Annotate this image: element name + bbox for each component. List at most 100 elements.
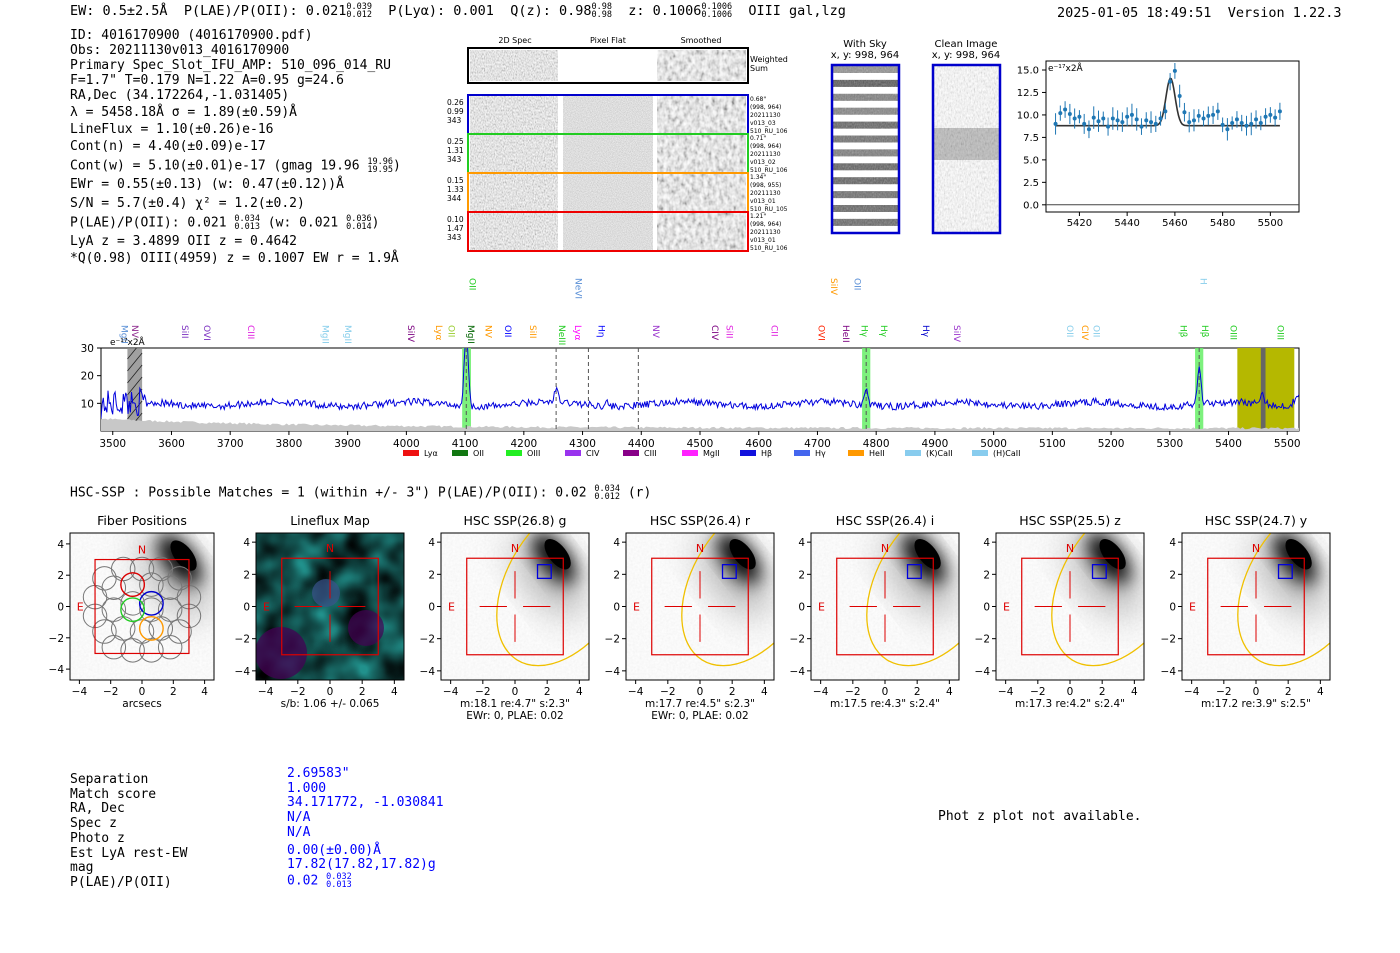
- clean-image-frame: [931, 63, 1002, 235]
- fiber-circle: [101, 575, 127, 600]
- galaxy-nucleus: [170, 540, 197, 571]
- spectrum-line-label: Hγ: [859, 325, 869, 338]
- match-label: RA, Dec: [70, 801, 125, 817]
- spectrum-line-label: MgII: [119, 325, 129, 344]
- inset-xtick-label: 5420: [1067, 218, 1092, 229]
- hsc-ytick-label: −2: [1161, 634, 1176, 646]
- spectrum-line-label: NV: [129, 325, 139, 339]
- compass-north: N: [1252, 542, 1260, 555]
- info-plae-w-hi: 0.036: [346, 214, 372, 224]
- hsc-panel-caption: arcsecs: [122, 698, 161, 710]
- match-box: [906, 564, 922, 579]
- compass-east: E: [633, 601, 640, 614]
- match-label: mag: [70, 860, 94, 876]
- inset-point: [1201, 116, 1206, 121]
- header-ew: EW: 0.5±2.5Å: [70, 3, 168, 19]
- spectrum-line-label: OII: [1064, 325, 1074, 337]
- info-lya: LyA z = 3.4899 OII z = 0.4642: [70, 234, 297, 249]
- spectrum-line-label: OIII: [1227, 325, 1237, 340]
- inset-point: [1191, 118, 1196, 123]
- aperture-ellipse: [496, 533, 589, 667]
- spectrum-line-label: SiIV: [951, 325, 961, 343]
- hsc-headline-text: HSC-SSP : Possible Matches = 1 (within +…: [70, 485, 587, 501]
- inset-point: [1134, 117, 1139, 122]
- spectrum-line-label: Hγ: [920, 325, 930, 338]
- legend-swatch: [506, 450, 522, 456]
- legend-swatch: [794, 450, 810, 456]
- with-sky-frame: [830, 63, 901, 235]
- detection-marker: [1260, 348, 1266, 431]
- match-plae-hi: 0.032: [326, 871, 352, 882]
- hsc-xtick-label: 2: [914, 686, 921, 698]
- hsc-ytick-label: 4: [428, 537, 435, 549]
- sky-band-noise: [833, 66, 898, 73]
- cutout-row-meta: 1.34": [750, 174, 766, 181]
- spectrum-line-label: OIII: [1274, 325, 1284, 340]
- lineflux-low-region: [312, 579, 340, 607]
- fiber-circle: [139, 572, 164, 597]
- spectrum-line-label: SiII: [179, 325, 189, 339]
- hsc-panel-title: Lineflux Map: [290, 513, 370, 528]
- spectrum-ticks: 3500 3600 3700 3800 3900 4000 4100 4200 4300 4400…: [81, 343, 1301, 450]
- hsc-panel-title: HSC SSP(25.5) z: [1019, 513, 1121, 528]
- spectrum-line-label: CIII: [245, 325, 255, 339]
- cutout-row-meta: (998, 964): [750, 143, 781, 150]
- legend-label: HeII: [869, 449, 885, 458]
- hsc-xtick-label: −2: [1216, 686, 1231, 698]
- with-sky-xy: x, y: 998, 964: [831, 50, 900, 61]
- lineflux-low-region: [256, 627, 307, 679]
- legend-swatch: [682, 450, 698, 456]
- cutout-2dspec: [470, 213, 558, 250]
- spectrum-xtick-label: 4900: [922, 438, 949, 450]
- line-band-hbeta: [1195, 348, 1204, 431]
- fiber-circle-highlight: [138, 590, 164, 616]
- spectrum-legend: Lyα OII OIII CIV CIII MgII Hβ Hγ HeII (K)CaII (H)C…: [403, 449, 1020, 458]
- inset-point: [1139, 124, 1144, 129]
- hsc-panel: HSC SSP(26.8) g N E −4 −4 −2 −2 0 0 2 2 4 4 m:18.1 re…: [420, 513, 590, 722]
- cutout-row-stat: 0.15: [447, 176, 464, 185]
- hsc-ytick-label: 0: [57, 602, 64, 614]
- hsc-ytick-label: 4: [243, 537, 250, 549]
- info-plae-hi: 0.034: [234, 214, 260, 224]
- spectrum-line-label: NeIII: [556, 325, 566, 345]
- hsc-panel-caption: m:17.2 re:3.9" s:2.5": [1201, 698, 1311, 710]
- legend-label: OII: [473, 449, 484, 458]
- cutout-2dspec: [470, 96, 558, 133]
- cutout-row-meta: 1.21": [750, 213, 766, 220]
- hsc-xtick-label: −4: [1184, 686, 1200, 698]
- hsc-xtick-label: 4: [391, 686, 398, 698]
- spectrum-line-label: SiII: [723, 325, 733, 339]
- info-contw-close: ): [393, 158, 401, 174]
- fiber-circle: [101, 634, 127, 660]
- hsc-panel: HSC SSP(25.5) z N E −4 −4 −2 −2 0 0 2 2 4 4 m:17.3 re…: [975, 513, 1145, 710]
- hsc-panel-image: [1182, 533, 1330, 680]
- spectrum-line-label: MgII: [465, 325, 475, 344]
- cutout-row-meta: 510_RU_106: [750, 245, 788, 252]
- cutout-col-label-smoothed: Smoothed: [681, 36, 722, 45]
- hsc-panel-caption: m:17.7 re:4.5" s:2.3": [645, 698, 755, 710]
- weighted-label-2: Sum: [750, 64, 768, 73]
- spectrum-line-label: OII: [446, 325, 456, 337]
- spectrum-xtick-label: 5000: [980, 438, 1007, 450]
- hsc-ytick-label: 4: [983, 537, 990, 549]
- aperture-square: [1207, 557, 1305, 656]
- hsc-xtick-label: 4: [1131, 686, 1138, 698]
- hsc-panel: Fiber Positions N E −4 −4 −2 −2 0 0 2 2 4 4 arcsecs: [49, 513, 215, 710]
- info-q: *Q(0.98) OIII(4959) z = 0.1007 EW r = 1.…: [70, 251, 399, 266]
- cutout-row-stat: 1.31: [447, 146, 464, 155]
- cutout-row-meta: 20211130: [750, 190, 781, 197]
- inset-point: [1082, 121, 1087, 126]
- header-z: z: 0.1006: [628, 3, 702, 19]
- line-fit-chart: e⁻¹⁷x2Å 5420 5440 5460 5480 5500 0.0 2.5 5.0 7.5…: [1017, 60, 1300, 229]
- inset-point: [1067, 112, 1072, 117]
- weighted-sum-smoothed: [657, 50, 746, 81]
- match-label: Photo z: [70, 830, 125, 846]
- hsc-ytick-label: 0: [983, 602, 990, 614]
- spectrum-xtick-label: 4500: [687, 438, 714, 450]
- hsc-ytick-label: −4: [235, 666, 251, 678]
- hsc-ytick-label: 4: [57, 539, 64, 551]
- spectrum-xtick-label: 4000: [393, 438, 420, 450]
- cutout-smoothed: [657, 96, 746, 133]
- inset-point: [1110, 116, 1115, 121]
